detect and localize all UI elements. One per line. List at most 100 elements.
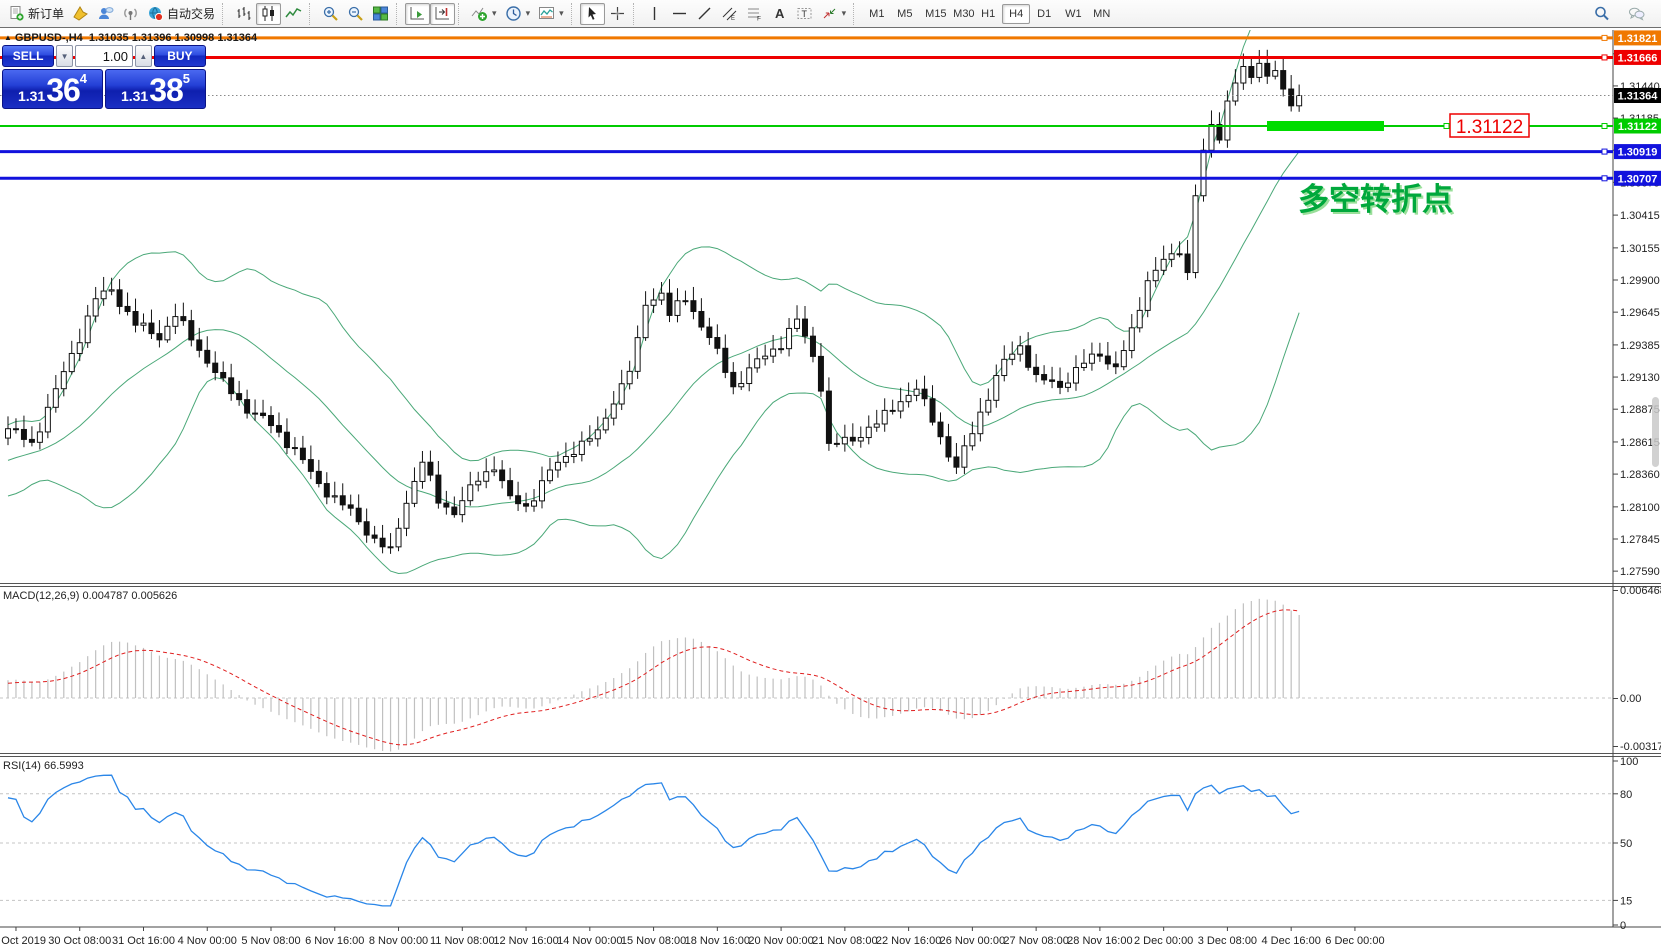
favorites-icon	[72, 5, 89, 22]
price-tag-annotation[interactable]: 1.31122	[1443, 113, 1530, 138]
search-button[interactable]	[1589, 3, 1614, 25]
one-click-trading-panel: SELL ▼ ▲ BUY 1.31 36 4 1.31 38 5	[2, 45, 206, 109]
tile-windows-button[interactable]	[368, 3, 393, 25]
svg-text:12 Nov 16:00: 12 Nov 16:00	[493, 935, 558, 947]
timeframe-M30[interactable]: M30	[946, 4, 974, 24]
vertical-scrollbar-thumb[interactable]	[1652, 397, 1659, 467]
timeframe-M5[interactable]: M5	[890, 4, 918, 24]
svg-text:1.30415: 1.30415	[1620, 210, 1660, 222]
zoom-out-button[interactable]	[343, 3, 368, 25]
timeframe-H1[interactable]: H1	[974, 4, 1002, 24]
svg-text:31 Oct 16:00: 31 Oct 16:00	[112, 935, 175, 947]
arrows-tool-button[interactable]: ▾	[817, 3, 851, 25]
toolbar-separator	[396, 2, 402, 25]
timeframe-M15[interactable]: M15	[918, 4, 946, 24]
svg-text:4 Dec 16:00: 4 Dec 16:00	[1262, 935, 1321, 947]
channel-tool-button[interactable]: E	[717, 3, 742, 25]
signals-icon	[122, 5, 139, 22]
svg-text:T: T	[801, 9, 807, 19]
chat-button[interactable]	[1624, 3, 1649, 25]
label-tool-button[interactable]: T	[792, 3, 817, 25]
auto-trading-label: 自动交易	[167, 7, 216, 21]
svg-text:1.28360: 1.28360	[1620, 469, 1660, 481]
buy-price-pipette: 5	[182, 71, 191, 86]
tile-windows-icon	[372, 5, 389, 22]
bar-chart-button[interactable]	[231, 3, 256, 25]
label-icon: T	[796, 5, 813, 22]
periods-button[interactable]: ▾	[501, 3, 535, 25]
auto-trading-button[interactable]: 自动交易	[143, 3, 219, 25]
zoom-in-button[interactable]	[318, 3, 343, 25]
candlestick-chart-button[interactable]	[256, 2, 282, 25]
crosshair-icon	[609, 5, 626, 22]
svg-text:14 Nov 00:00: 14 Nov 00:00	[557, 935, 622, 947]
search-icon	[1593, 5, 1610, 22]
signals-button[interactable]	[118, 3, 143, 25]
svg-text:21 Nov 08:00: 21 Nov 08:00	[812, 935, 877, 947]
price-chart-svg[interactable]: 1.316951.314401.311851.309301.306751.304…	[0, 28, 1661, 952]
svg-text:22 Nov 16:00: 22 Nov 16:00	[876, 935, 941, 947]
new-order-button[interactable]: 新订单	[4, 3, 68, 25]
svg-text:1.28615: 1.28615	[1620, 437, 1660, 449]
svg-text:15: 15	[1620, 895, 1632, 907]
crosshair-tool-button[interactable]	[605, 3, 630, 25]
timeframe-D1[interactable]: D1	[1030, 4, 1058, 24]
favorites-button[interactable]	[68, 3, 93, 25]
highlight-band-annotation[interactable]	[1267, 121, 1384, 131]
svg-text:4 Nov 00:00: 4 Nov 00:00	[178, 935, 237, 947]
templates-button[interactable]: ▾	[534, 3, 568, 25]
price-axis-badges: 1.31821 1.31666 1.31122 1.30919 1.30707 1.313…	[1614, 30, 1661, 186]
svg-text:1.30707: 1.30707	[1618, 173, 1658, 185]
candlestick-icon	[260, 5, 277, 22]
macd-indicator	[7, 598, 1300, 752]
vertical-line-tool-button[interactable]	[642, 3, 667, 25]
new-order-label: 新订单	[28, 7, 65, 21]
chevron-down-icon: ▾	[492, 8, 497, 18]
buy-price-display[interactable]: 1.31 38 5	[105, 69, 206, 109]
chart-shift-icon	[434, 5, 451, 22]
sell-price-display[interactable]: 1.31 36 4	[2, 69, 103, 109]
turning-point-text[interactable]: 多空转折点	[1298, 182, 1453, 217]
text-icon: A	[771, 5, 788, 22]
chart-shift-button[interactable]	[430, 2, 456, 25]
auto-trading-icon	[147, 5, 164, 22]
chart-title: ▲ GBPUSD-,H4 1.31035 1.31396 1.30998 1.31…	[4, 32, 257, 44]
hline-icon	[671, 5, 688, 22]
buy-price-big-digits: 38	[149, 72, 184, 108]
horizontal-line-tool-button[interactable]	[667, 3, 692, 25]
volume-decrease-button[interactable]: ▼	[56, 45, 73, 67]
svg-text:1.29900: 1.29900	[1620, 275, 1660, 287]
timeframe-M1[interactable]: M1	[862, 4, 890, 24]
text-tool-button[interactable]: A	[767, 3, 792, 25]
timeframe-H4[interactable]: H4	[1002, 3, 1031, 24]
timeframe-MN[interactable]: MN	[1086, 4, 1114, 24]
new-order-icon	[8, 5, 25, 22]
svg-text:1.28100: 1.28100	[1620, 502, 1660, 514]
line-chart-button[interactable]	[281, 3, 306, 25]
indicators-button[interactable]: ▾	[467, 3, 501, 25]
volume-input[interactable]	[75, 45, 133, 67]
cursor-tool-button[interactable]	[579, 2, 605, 25]
volume-increase-button[interactable]: ▲	[135, 45, 152, 67]
community-button[interactable]	[93, 3, 118, 25]
fibonacci-tool-button[interactable]: F	[742, 3, 767, 25]
bar-chart-icon	[235, 5, 252, 22]
sell-button[interactable]: SELL	[2, 45, 55, 67]
main-toolbar: 新订单 自动交易 ▾ ▾ ▾	[0, 0, 1661, 28]
svg-text:5 Nov 08:00: 5 Nov 08:00	[241, 935, 300, 947]
svg-text:15 Nov 08:00: 15 Nov 08:00	[621, 935, 686, 947]
candles-layer	[5, 49, 1303, 554]
sell-price-prefix: 1.31	[17, 88, 46, 104]
timeframe-W1[interactable]: W1	[1058, 4, 1086, 24]
macd-label: MACD(12,26,9) 0.004787 0.005626	[3, 590, 177, 602]
chart-area[interactable]: 1.316951.314401.311851.309301.306751.304…	[0, 28, 1661, 952]
buy-button[interactable]: BUY	[153, 45, 206, 67]
svg-text:2 Dec 00:00: 2 Dec 00:00	[1134, 935, 1193, 947]
chevron-down-icon: ▾	[525, 8, 531, 18]
svg-text:1.31821: 1.31821	[1618, 33, 1658, 45]
svg-text:1.28875: 1.28875	[1620, 404, 1660, 416]
sell-price-pipette: 4	[79, 71, 88, 86]
trendline-tool-button[interactable]	[692, 3, 717, 25]
auto-scroll-button[interactable]	[405, 2, 431, 25]
